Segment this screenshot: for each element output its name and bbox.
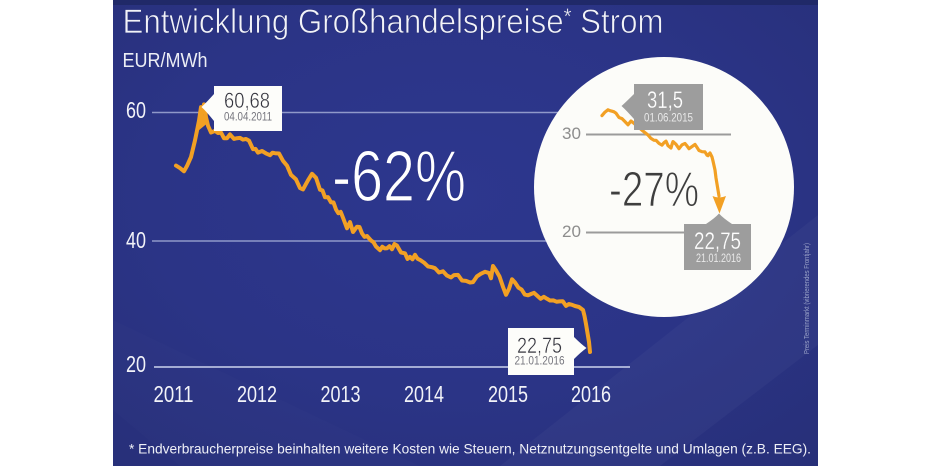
svg-text:20: 20 <box>126 351 146 377</box>
svg-text:2011: 2011 <box>154 381 194 407</box>
svg-text:-62%: -62% <box>332 137 466 217</box>
svg-text:31,5: 31,5 <box>647 87 683 114</box>
svg-text:2015: 2015 <box>488 381 528 407</box>
svg-text:21.01.2016: 21.01.2016 <box>515 354 565 368</box>
svg-text:EUR/MWh: EUR/MWh <box>123 50 208 72</box>
svg-text:Entwicklung Großhandelspreise*: Entwicklung Großhandelspreise* Strom <box>123 3 664 41</box>
svg-text:22,75: 22,75 <box>694 228 741 255</box>
svg-text:22,75: 22,75 <box>517 333 562 358</box>
svg-text:2012: 2012 <box>237 381 277 407</box>
svg-text:2016: 2016 <box>571 381 611 407</box>
svg-text:60: 60 <box>126 97 146 123</box>
svg-text:40: 40 <box>126 227 146 253</box>
svg-text:-27%: -27% <box>609 163 699 217</box>
svg-text:60,68: 60,68 <box>224 88 270 113</box>
svg-text:2013: 2013 <box>321 381 361 407</box>
svg-text:30: 30 <box>562 124 581 143</box>
svg-text:01.06.2015: 01.06.2015 <box>644 111 693 125</box>
svg-text:* Endverbraucherpreise beinhal: * Endverbraucherpreise beinhalten weiter… <box>129 441 811 457</box>
svg-text:Preis Terminmarkt (vibrierende: Preis Terminmarkt (vibrierendes Frontjah… <box>802 243 811 354</box>
svg-text:04.04.2011: 04.04.2011 <box>224 110 272 124</box>
svg-text:20: 20 <box>562 222 581 241</box>
svg-text:2014: 2014 <box>404 381 444 407</box>
svg-text:21.01.2016: 21.01.2016 <box>696 251 741 265</box>
